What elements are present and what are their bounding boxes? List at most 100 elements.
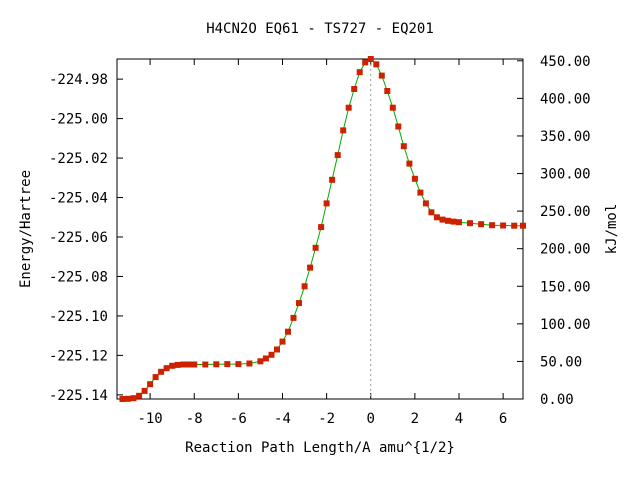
y-tick-label: -225.14 [49,388,108,404]
data-point [202,361,209,368]
data-point [191,361,198,368]
data-point [351,86,358,92]
x-tick-label: 4 [455,411,463,427]
y-tick-label: -225.12 [49,348,108,364]
y-tick-label: -224.98 [49,72,108,88]
y2-tick-label: 100.00 [540,317,591,333]
data-point [489,222,496,229]
y-axis-label: Energy/Hartree [18,170,34,288]
data-point [450,218,457,225]
data-point [411,175,418,182]
data-point [262,355,269,362]
y-axis-right: 0.00 50.00 100.00 150.00 200.00 250.00 300.00 3… [517,54,591,408]
data-point [384,88,391,94]
data-point [395,123,402,130]
data-point [163,365,170,372]
y2-tick-label: 150.00 [540,279,591,295]
y2-tick-label: 400.00 [540,91,591,107]
data-point [439,216,446,223]
data-point [356,69,363,76]
x-tick-label: 2 [411,411,419,427]
data-point [428,209,435,216]
x-tick-label: -10 [137,411,162,427]
x-tick-label: -8 [186,411,203,427]
data-point [246,360,253,367]
data-point [334,152,341,159]
data-point [389,104,396,111]
data-point [433,214,440,221]
data-point [130,395,137,402]
data-point [417,189,424,196]
data-point [180,361,187,368]
data-point [158,368,165,375]
data-point [285,328,291,335]
data-point [520,222,526,229]
data-point [378,72,385,79]
y-tick-label: -225.00 [49,112,108,128]
x-axis-label: Reaction Path Length/A amu^{1/2} [185,440,455,456]
data-point [152,374,159,381]
data-point [213,361,220,368]
plot-frame [116,58,524,400]
data-point [312,244,319,251]
data-point [268,351,275,358]
data-point [136,392,143,399]
y2-axis-label: kJ/mol [604,204,620,255]
data-point [290,314,297,321]
data-point [224,361,231,368]
y2-tick-label: 250.00 [540,204,591,220]
data-point [400,143,407,150]
data-point [511,222,518,229]
y-tick-label: -225.04 [49,191,108,207]
data-point [169,362,176,369]
data-point [500,222,507,229]
y-tick-label: -225.06 [49,230,108,246]
data-point [406,160,413,167]
data-point [467,220,473,227]
data-point [235,361,242,368]
y2-tick-label: 350.00 [540,129,591,145]
data-point [323,200,330,207]
y2-tick-label: 300.00 [540,167,591,183]
data-point [279,338,286,345]
data-point [345,104,352,111]
data-point [141,387,148,394]
data-point [422,200,429,207]
data-point [307,264,314,271]
y2-tick-label: 50.00 [540,354,582,370]
data-point [119,396,126,402]
data-points [119,56,526,402]
y2-tick-label: 450.00 [540,54,591,70]
x-tick-label: -2 [318,411,335,427]
y-tick-label: -225.08 [49,269,108,285]
y2-tick-label: 0.00 [540,392,574,408]
data-point [478,221,485,228]
data-point [257,358,264,365]
data-point [147,381,154,388]
chart-title: H4CN2O EQ61 - TS727 - EQ201 [206,21,434,37]
y-tick-label: -225.02 [49,151,108,167]
data-point [456,219,462,226]
data-point [174,361,181,368]
x-tick-label: -6 [230,411,247,427]
x-axis: -10 -8 -6 -4 -2 0 2 4 6 [137,59,507,427]
data-point [329,176,336,183]
x-tick-label: -4 [274,411,291,427]
data-point [362,59,369,66]
data-point [185,361,192,368]
y2-tick-label: 200.00 [540,242,591,258]
y-axis-left: -225.14 -225.12 -225.10 -225.08 -225.06 -225.… [49,72,123,404]
data-point [318,224,325,231]
data-point [296,300,302,307]
x-tick-label: 0 [367,411,375,427]
data-point [274,346,280,353]
x-tick-label: 6 [499,411,507,427]
data-point [340,127,347,134]
data-point [373,61,380,68]
data-point [301,283,308,290]
data-point [125,395,131,402]
y-tick-label: -225.10 [49,309,108,325]
data-point [367,56,374,62]
data-point [445,217,451,224]
